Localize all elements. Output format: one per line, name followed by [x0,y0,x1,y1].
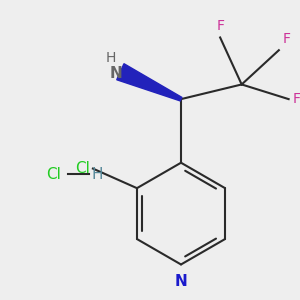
Text: F: F [216,19,224,33]
Text: N: N [110,66,123,81]
Text: Cl: Cl [75,161,90,176]
Text: N: N [175,274,188,289]
Text: F: F [292,92,300,106]
Text: H: H [105,51,116,65]
Text: H: H [91,167,103,182]
Text: Cl: Cl [46,167,61,182]
Text: F: F [283,32,291,46]
Polygon shape [117,64,182,101]
